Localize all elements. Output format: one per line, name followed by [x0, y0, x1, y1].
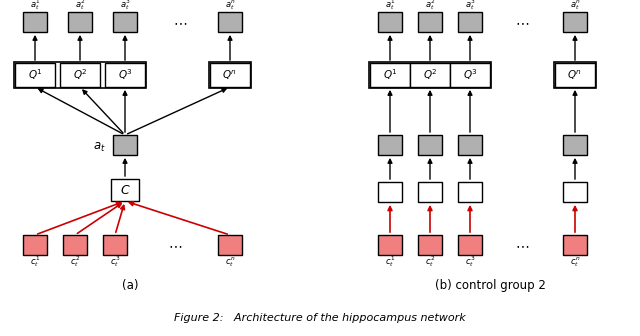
Bar: [458, 182, 482, 202]
Bar: [68, 12, 92, 32]
Bar: [418, 235, 442, 255]
Text: $C$: $C$: [120, 183, 131, 197]
Text: $a_t^{1}$: $a_t^{1}$: [29, 0, 40, 12]
Bar: [103, 235, 127, 255]
Text: $a_t^{2}$: $a_t^{2}$: [425, 0, 435, 12]
Bar: [563, 12, 587, 32]
Text: $c_t^{2}$: $c_t^{2}$: [70, 255, 80, 269]
Text: $\cdots$: $\cdots$: [515, 238, 529, 252]
Text: $c_t^{1}$: $c_t^{1}$: [30, 255, 40, 269]
Text: $Q^1$: $Q^1$: [28, 68, 42, 82]
Text: $a_t^{n}$: $a_t^{n}$: [570, 0, 580, 12]
Bar: [418, 12, 442, 32]
Bar: [369, 62, 491, 88]
Text: $a_t^{3}$: $a_t^{3}$: [120, 0, 131, 12]
Text: $a_t^{3}$: $a_t^{3}$: [465, 0, 476, 12]
Text: $Q^1$: $Q^1$: [383, 68, 397, 82]
Text: (a): (a): [122, 279, 138, 292]
Text: $a_t^{2}$: $a_t^{2}$: [75, 0, 85, 12]
Bar: [418, 135, 442, 155]
Bar: [458, 135, 482, 155]
Text: $c_t^{3}$: $c_t^{3}$: [465, 255, 475, 269]
Bar: [418, 182, 442, 202]
Text: $\cdots$: $\cdots$: [515, 15, 529, 29]
Text: $a_t^{1}$: $a_t^{1}$: [385, 0, 396, 12]
Bar: [111, 179, 139, 201]
Bar: [15, 63, 55, 87]
Text: $c_t^{3}$: $c_t^{3}$: [110, 255, 120, 269]
Text: $Q^n$: $Q^n$: [223, 68, 237, 82]
Text: $Q^n$: $Q^n$: [568, 68, 582, 82]
Bar: [218, 235, 242, 255]
Text: $Q^3$: $Q^3$: [118, 68, 132, 82]
Bar: [105, 63, 145, 87]
Bar: [370, 63, 410, 87]
Bar: [23, 235, 47, 255]
Bar: [14, 62, 146, 88]
Text: $a_t^{n}$: $a_t^{n}$: [225, 0, 236, 12]
Text: $Q^2$: $Q^2$: [72, 68, 88, 82]
Bar: [563, 182, 587, 202]
Text: $c_t^{n}$: $c_t^{n}$: [225, 255, 235, 269]
Bar: [63, 235, 87, 255]
Bar: [378, 235, 402, 255]
Bar: [554, 62, 596, 88]
Bar: [378, 182, 402, 202]
Bar: [563, 135, 587, 155]
Bar: [60, 63, 100, 87]
Bar: [210, 63, 250, 87]
Text: $a_t$: $a_t$: [93, 140, 106, 154]
Text: $\cdots$: $\cdots$: [168, 238, 182, 252]
Bar: [209, 62, 251, 88]
Bar: [378, 12, 402, 32]
Bar: [458, 12, 482, 32]
Text: $c_t^{2}$: $c_t^{2}$: [425, 255, 435, 269]
Bar: [450, 63, 490, 87]
Text: Figure 2:   Architecture of the hippocampus network: Figure 2: Architecture of the hippocampu…: [174, 313, 466, 323]
Text: (b) control group 2: (b) control group 2: [435, 279, 545, 292]
Bar: [378, 135, 402, 155]
Bar: [23, 12, 47, 32]
Bar: [113, 135, 137, 155]
Bar: [410, 63, 450, 87]
Bar: [218, 12, 242, 32]
Text: $c_t^{1}$: $c_t^{1}$: [385, 255, 395, 269]
Bar: [458, 235, 482, 255]
Text: $Q^3$: $Q^3$: [463, 68, 477, 82]
Text: $Q^2$: $Q^2$: [422, 68, 437, 82]
Bar: [555, 63, 595, 87]
Bar: [113, 12, 137, 32]
Bar: [563, 235, 587, 255]
Text: $c_t^{n}$: $c_t^{n}$: [570, 255, 580, 269]
Text: $\cdots$: $\cdots$: [173, 15, 187, 29]
